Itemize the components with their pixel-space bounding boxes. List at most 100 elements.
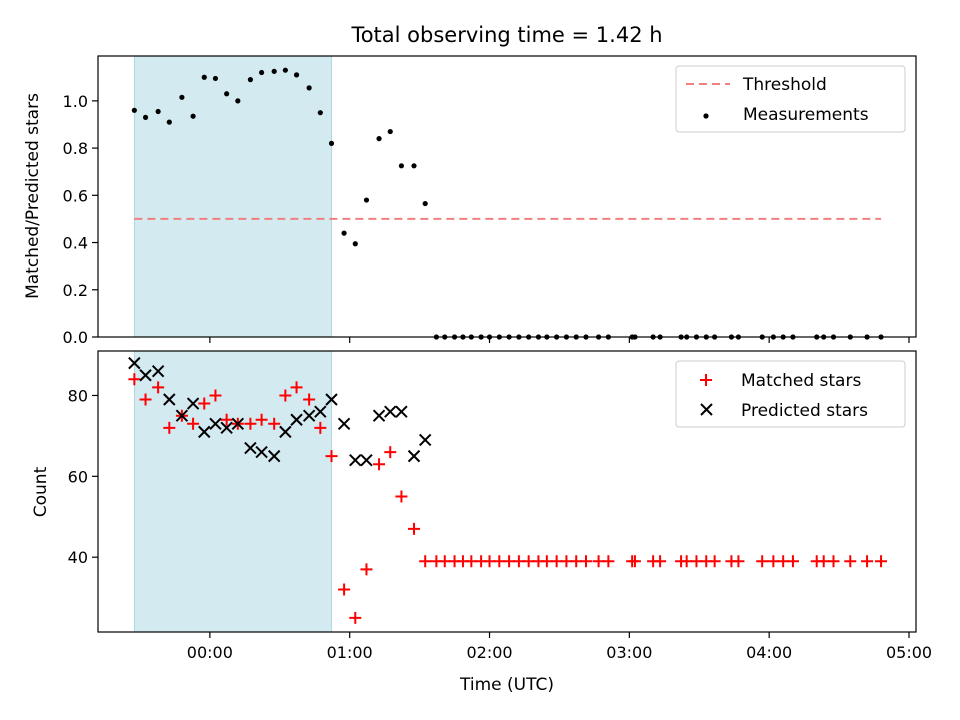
point-matched-stars <box>268 417 281 430</box>
point-predicted-stars <box>244 441 257 455</box>
point-measurements <box>282 67 288 73</box>
point-matched-stars <box>163 421 176 434</box>
point-measurements <box>317 110 323 116</box>
ratio-y-axis-label: Matched/Predicted stars <box>23 93 43 299</box>
point-measurements <box>142 114 149 120</box>
y-tick-label: 0.8 <box>63 139 88 158</box>
point-matched-stars <box>303 393 316 406</box>
point-matched-stars <box>875 555 888 568</box>
point-measurements <box>422 200 428 207</box>
ratio-legend: Threshold Measurements <box>675 65 906 133</box>
point-matched-stars <box>844 555 857 568</box>
point-matched-stars <box>187 417 200 430</box>
legend-predicted-swatch <box>700 403 713 416</box>
point-measurements <box>190 113 196 119</box>
point-predicted-stars <box>407 449 421 463</box>
point-measurements <box>328 140 335 146</box>
count-plot-frame <box>97 350 917 633</box>
point-matched-stars <box>786 555 799 568</box>
point-predicted-stars <box>209 417 222 430</box>
y-tick-label: 0.0 <box>63 328 88 347</box>
legend-predicted-label: Predicted stars <box>741 401 868 421</box>
point-predicted-stars <box>267 449 281 463</box>
point-measurements <box>411 163 417 169</box>
y-tick-label: 1.0 <box>63 92 88 111</box>
point-predicted-stars <box>418 433 432 447</box>
point-matched-stars <box>373 458 386 471</box>
point-measurements <box>341 230 347 236</box>
point-predicted-stars <box>139 369 152 382</box>
point-matched-stars <box>198 397 211 410</box>
y-tick-label: 40 <box>68 548 88 567</box>
figure-title: Total observing time = 1.42 h <box>350 23 662 47</box>
point-predicted-stars <box>151 365 165 378</box>
point-measurements <box>235 98 241 104</box>
point-matched-stars <box>827 555 840 568</box>
point-measurements <box>363 197 370 203</box>
point-predicted-stars <box>220 421 233 435</box>
point-matched-stars <box>152 381 165 394</box>
point-matched-stars <box>861 555 874 568</box>
point-predicted-stars <box>290 413 303 426</box>
point-matched-stars <box>419 555 432 568</box>
point-matched-stars <box>244 417 257 430</box>
point-matched-stars <box>139 393 152 406</box>
point-predicted-stars <box>325 393 338 406</box>
ratio-plot-frame <box>97 55 917 338</box>
point-measurements <box>212 75 219 82</box>
y-tick-label: 0.6 <box>63 186 88 205</box>
point-matched-stars <box>395 490 408 503</box>
shaded-span <box>133 55 332 338</box>
point-matched-stars <box>220 413 233 426</box>
point-matched-stars <box>128 373 141 386</box>
x-tick-label: 04:00 <box>746 643 792 662</box>
point-predicted-stars <box>384 405 397 418</box>
point-predicted-stars <box>302 409 316 422</box>
point-matched-stars <box>732 555 745 568</box>
point-measurements <box>293 72 300 78</box>
y-tick-label: 0.2 <box>63 281 88 300</box>
point-matched-stars <box>290 381 303 394</box>
point-measurements <box>155 108 161 115</box>
point-matched-stars <box>349 611 362 624</box>
point-matched-stars <box>279 389 292 402</box>
point-predicted-stars <box>349 453 362 467</box>
x-tick-label: 05:00 <box>886 643 932 662</box>
point-matched-stars <box>384 446 397 459</box>
point-predicted-stars <box>255 445 268 459</box>
point-measurements <box>259 69 265 76</box>
x-tick-label: 00:00 <box>187 643 233 662</box>
shaded-span <box>133 350 332 633</box>
point-measurements <box>201 74 207 80</box>
x-tick-label: 02:00 <box>466 643 512 662</box>
point-predicted-stars <box>314 405 327 418</box>
x-axis-label: Time (UTC) <box>459 675 554 695</box>
y-tick-label: 80 <box>68 386 88 405</box>
legend-threshold-label: Threshold <box>742 75 827 95</box>
point-matched-stars <box>756 555 769 568</box>
y-tick-label: 0.4 <box>63 234 88 253</box>
point-predicted-stars <box>372 409 386 422</box>
point-matched-stars <box>408 522 421 535</box>
point-measurements <box>271 68 277 74</box>
legend-measurements-swatch <box>703 113 709 119</box>
point-measurements <box>224 91 230 97</box>
point-matched-stars <box>209 389 222 402</box>
point-matched-stars <box>708 555 721 568</box>
ratio-panel: 0.0 0.2 0.4 0.6 0.8 1.0 Matched/Predicted sta… <box>23 55 917 347</box>
point-measurements <box>306 85 312 91</box>
point-measurements <box>398 163 405 169</box>
x-tick-label: 01:00 <box>327 643 373 662</box>
y-tick-label: 60 <box>68 467 88 486</box>
point-matched-stars <box>360 563 373 576</box>
point-measurements <box>352 241 358 247</box>
point-predicted-stars <box>186 397 200 410</box>
point-measurements <box>131 107 137 113</box>
point-measurements <box>376 136 382 142</box>
point-matched-stars <box>654 555 667 568</box>
legend-matched-swatch <box>700 374 712 386</box>
point-matched-stars <box>602 555 615 568</box>
point-predicted-stars <box>163 393 176 406</box>
legend-matched-label: Matched stars <box>741 371 861 391</box>
point-predicted-stars <box>198 425 211 439</box>
